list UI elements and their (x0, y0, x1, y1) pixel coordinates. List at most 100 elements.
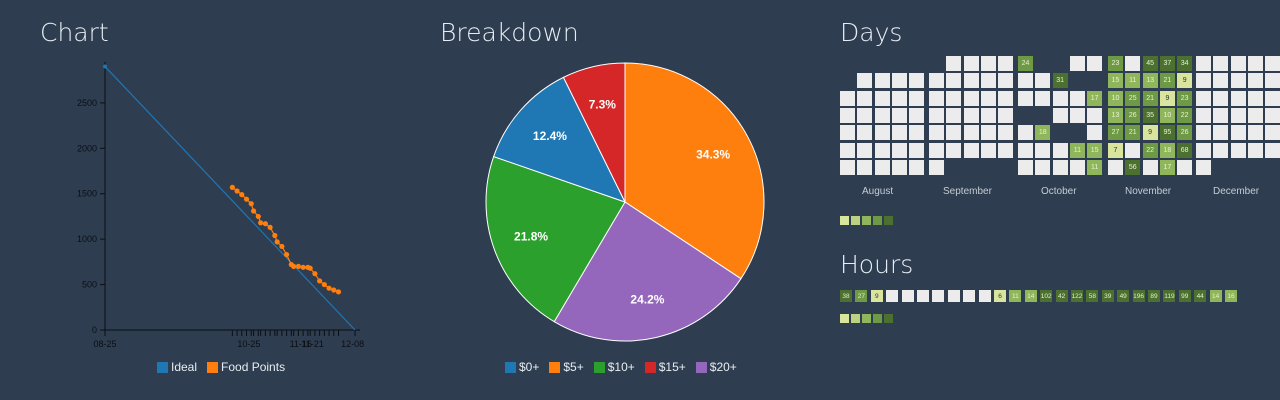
day-cell[interactable]: 27 (1108, 125, 1123, 141)
day-cell[interactable] (1196, 107, 1211, 123)
day-cell[interactable] (998, 142, 1014, 158)
day-cell[interactable]: 26 (1177, 125, 1193, 141)
hour-cell[interactable] (963, 290, 976, 302)
day-cell[interactable] (1108, 159, 1123, 175)
day-cell[interactable] (1087, 56, 1103, 71)
day-cell[interactable] (1247, 73, 1263, 89)
hour-cell[interactable]: 102 (1040, 290, 1053, 302)
day-cell[interactable] (1230, 142, 1246, 158)
day-cell[interactable] (1018, 73, 1033, 89)
day-cell[interactable] (857, 125, 873, 141)
hour-cell[interactable]: 122 (1071, 290, 1083, 302)
day-cell[interactable] (1035, 90, 1051, 106)
day-cell[interactable]: 9 (1177, 73, 1193, 89)
day-cell[interactable] (1196, 125, 1211, 141)
day-cell[interactable] (1035, 142, 1051, 158)
day-cell[interactable] (909, 73, 925, 89)
day-cell[interactable] (857, 107, 873, 123)
day-cell[interactable] (1196, 73, 1211, 89)
day-cell[interactable] (1052, 142, 1068, 158)
day-cell[interactable] (874, 159, 890, 175)
day-cell[interactable] (963, 107, 979, 123)
hour-cell[interactable] (886, 290, 899, 302)
day-cell[interactable] (980, 73, 996, 89)
day-cell[interactable]: 95 (1159, 125, 1175, 141)
hour-cell[interactable]: 119 (1163, 290, 1176, 302)
day-cell[interactable]: 68 (1177, 142, 1193, 158)
hour-cell[interactable]: 89 (1148, 290, 1160, 302)
day-cell[interactable] (1230, 56, 1246, 71)
day-cell[interactable]: 22 (1142, 142, 1158, 158)
day-cell[interactable] (946, 90, 962, 106)
day-cell[interactable] (1265, 125, 1280, 141)
day-cell[interactable] (1230, 73, 1246, 89)
day-cell[interactable] (1196, 142, 1211, 158)
day-cell[interactable]: 23 (1177, 90, 1193, 106)
day-cell[interactable]: 35 (1142, 107, 1158, 123)
day-cell[interactable] (1230, 125, 1246, 141)
day-cell[interactable] (891, 125, 907, 141)
hour-cell[interactable] (978, 290, 991, 302)
day-cell[interactable] (1052, 159, 1068, 175)
day-cell[interactable]: 22 (1177, 107, 1193, 123)
day-cell[interactable]: 17 (1159, 159, 1175, 175)
day-cell[interactable] (963, 90, 979, 106)
day-cell[interactable] (1018, 159, 1033, 175)
day-cell[interactable] (840, 159, 855, 175)
hour-cell[interactable]: 9 (870, 290, 883, 302)
hour-cell[interactable]: 38 (840, 290, 852, 302)
day-cell[interactable]: 17 (1087, 90, 1103, 106)
day-cell[interactable] (946, 125, 962, 141)
day-cell[interactable] (1069, 107, 1085, 123)
day-cell[interactable] (1069, 56, 1085, 71)
hour-cell[interactable] (947, 290, 960, 302)
day-cell[interactable]: 9 (1159, 90, 1175, 106)
hour-cell[interactable]: 6 (994, 290, 1006, 302)
day-cell[interactable] (1213, 73, 1229, 89)
day-cell[interactable] (1177, 159, 1193, 175)
hour-cell[interactable]: 11 (1009, 290, 1022, 302)
day-cell[interactable] (1142, 159, 1158, 175)
day-cell[interactable] (980, 125, 996, 141)
hour-cell[interactable]: 44 (1194, 290, 1207, 302)
day-cell[interactable] (1196, 90, 1211, 106)
day-cell[interactable] (1247, 142, 1263, 158)
day-cell[interactable]: 13 (1108, 107, 1123, 123)
day-cell[interactable]: 24 (1018, 56, 1033, 71)
day-cell[interactable] (929, 159, 944, 175)
day-cell[interactable] (1052, 107, 1068, 123)
day-cell[interactable] (874, 90, 890, 106)
day-cell[interactable]: 13 (1142, 73, 1158, 89)
day-cell[interactable]: 7 (1108, 142, 1123, 158)
day-cell[interactable] (1213, 56, 1229, 71)
day-cell[interactable] (891, 142, 907, 158)
day-cell[interactable] (1265, 107, 1280, 123)
day-cell[interactable] (1247, 107, 1263, 123)
day-cell[interactable]: 11 (1087, 159, 1103, 175)
day-cell[interactable]: 37 (1159, 56, 1175, 71)
hour-cell[interactable]: 27 (855, 290, 868, 302)
day-cell[interactable] (929, 125, 944, 141)
day-cell[interactable] (857, 142, 873, 158)
day-cell[interactable]: 56 (1125, 159, 1141, 175)
day-cell[interactable] (1213, 90, 1229, 106)
day-cell[interactable]: 21 (1125, 125, 1141, 141)
day-cell[interactable]: 10 (1159, 107, 1175, 123)
day-cell[interactable] (1035, 73, 1051, 89)
day-cell[interactable]: 9 (1142, 125, 1158, 141)
day-cell[interactable] (840, 142, 855, 158)
day-cell[interactable] (980, 56, 996, 71)
day-cell[interactable] (980, 90, 996, 106)
day-cell[interactable] (963, 73, 979, 89)
day-cell[interactable] (857, 90, 873, 106)
day-cell[interactable] (1196, 56, 1211, 71)
day-cell[interactable] (1018, 125, 1033, 141)
day-cell[interactable]: 45 (1142, 56, 1158, 71)
day-cell[interactable] (857, 159, 873, 175)
hour-cell[interactable] (932, 290, 945, 302)
hour-cell[interactable]: 14 (1209, 290, 1222, 302)
day-cell[interactable] (946, 107, 962, 123)
day-cell[interactable] (1265, 142, 1280, 158)
hour-cell[interactable]: 16 (1225, 290, 1237, 302)
day-cell[interactable]: 25 (1125, 90, 1141, 106)
